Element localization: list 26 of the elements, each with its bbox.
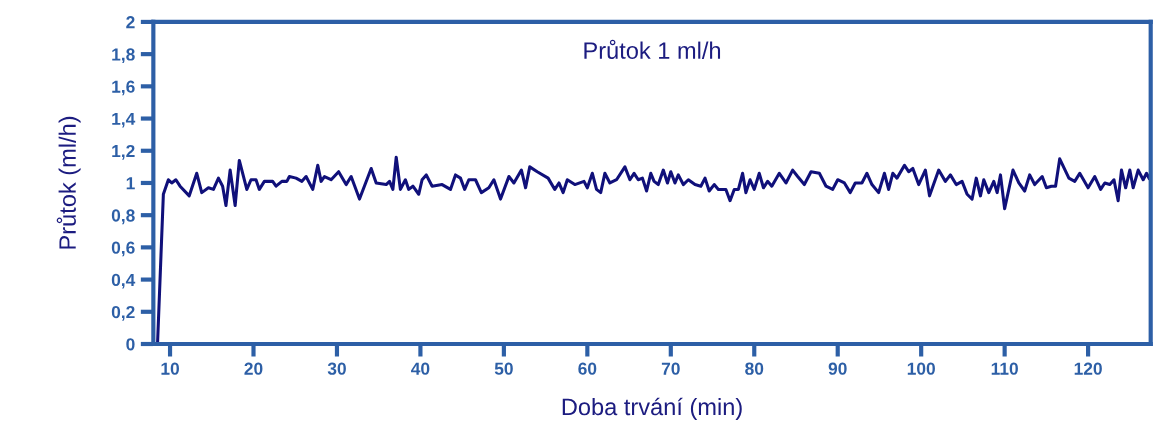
y-tick-label: 0,4 xyxy=(111,273,136,289)
y-tick-label: 2 xyxy=(126,16,135,29)
x-tick-label: 100 xyxy=(907,362,935,375)
x-tick-label: 90 xyxy=(828,362,847,375)
x-tick-label: 50 xyxy=(494,362,513,375)
x-tick-label: 70 xyxy=(661,362,680,375)
x-tick-label: 10 xyxy=(161,362,179,375)
y-axis-title: Průtok (ml/h) xyxy=(56,116,81,249)
x-tick-label: 80 xyxy=(745,362,764,375)
y-tick-label: 0,8 xyxy=(111,209,135,225)
y-tick-label: 0 xyxy=(126,338,135,351)
y-tick-label: 1,4 xyxy=(112,112,136,128)
text: Průtok 1 ml/h xyxy=(584,39,721,59)
x-tick-label: 20 xyxy=(244,362,263,375)
x-tick-label: 120 xyxy=(1074,362,1102,375)
y-tick-label: 1 xyxy=(126,177,135,190)
x-tick-label: 30 xyxy=(327,362,346,375)
y-tick-label: 0,6 xyxy=(111,241,135,257)
y-tick-label: 0,2 xyxy=(111,305,135,321)
y-tick-label: 1,2 xyxy=(112,144,135,160)
x-axis-title: Doba trvání (min) xyxy=(562,397,742,420)
x-tick-label: 40 xyxy=(411,362,430,375)
x-tick-label: 110 xyxy=(991,362,1018,375)
y-tick-label: 1,8 xyxy=(112,48,135,64)
y-tick-label: 1,6 xyxy=(112,80,135,96)
x-tick-label: 60 xyxy=(578,362,597,375)
